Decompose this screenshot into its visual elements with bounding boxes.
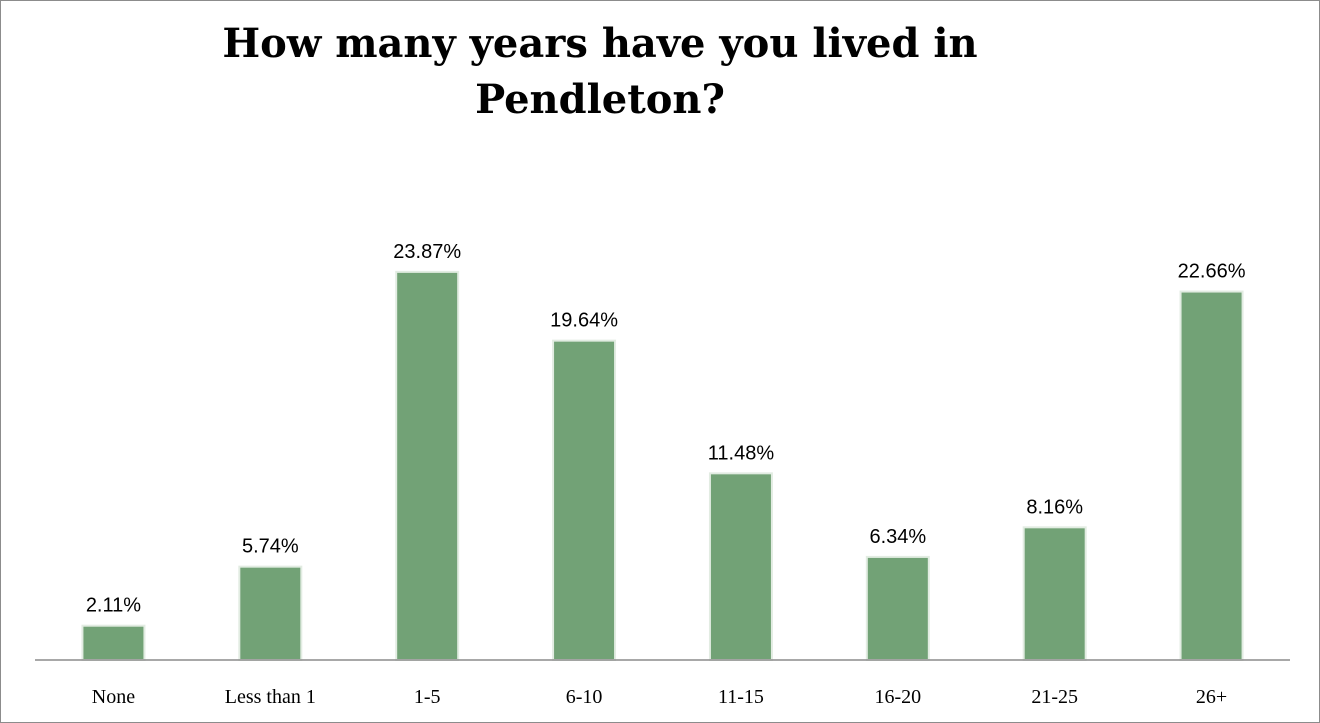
x-tick-label: 6-10 bbox=[566, 686, 603, 708]
value-label: 2.11% bbox=[86, 595, 141, 617]
x-tick-label: 26+ bbox=[1196, 686, 1227, 708]
value-label: 5.74% bbox=[242, 536, 299, 558]
bar bbox=[1022, 526, 1087, 662]
value-label: 11.48% bbox=[708, 442, 775, 464]
bar bbox=[865, 555, 930, 662]
x-tick-label: 11-15 bbox=[718, 686, 764, 708]
bar bbox=[1179, 290, 1244, 661]
chart-title: How many years have you lived in Pendlet… bbox=[222, 20, 978, 123]
value-label: 19.64% bbox=[550, 310, 618, 332]
bar bbox=[238, 565, 303, 661]
x-tick-label: 21-25 bbox=[1031, 686, 1078, 708]
x-tick-label: 1-5 bbox=[414, 686, 441, 708]
bar bbox=[395, 270, 460, 661]
bar bbox=[552, 339, 617, 661]
value-label: 23.87% bbox=[393, 241, 461, 263]
value-label: 6.34% bbox=[869, 526, 926, 548]
x-tick-label: 16-20 bbox=[874, 686, 921, 708]
x-tick-label: Less than 1 bbox=[225, 686, 316, 708]
bar bbox=[708, 472, 773, 661]
x-tick-label: None bbox=[92, 686, 135, 708]
value-label: 22.66% bbox=[1178, 261, 1246, 283]
value-label: 8.16% bbox=[1026, 496, 1083, 518]
bar bbox=[81, 624, 146, 662]
